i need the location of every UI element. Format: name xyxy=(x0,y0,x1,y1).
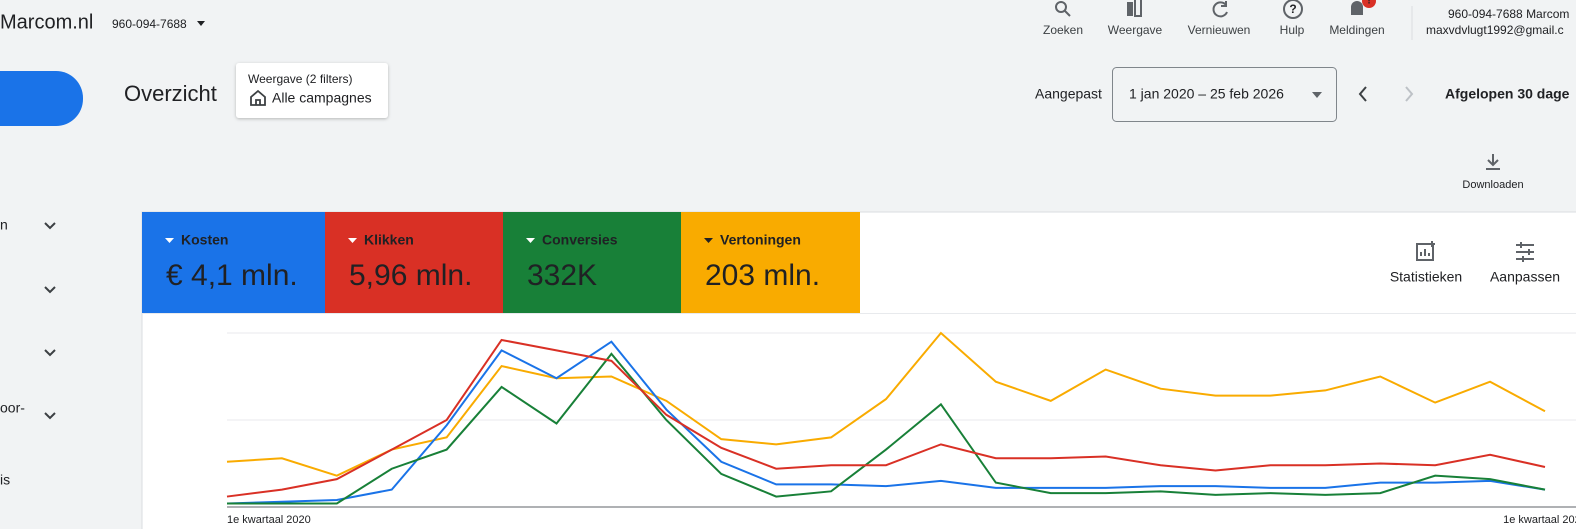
stats-icon[interactable] xyxy=(1416,241,1435,261)
metric-name[interactable]: Kosten xyxy=(181,232,228,248)
home-icon xyxy=(250,89,266,106)
date-range[interactable]: 1 jan 2020 – 25 feb 2026 xyxy=(1129,86,1284,102)
notification-badge: ! xyxy=(1367,0,1370,7)
quick-range[interactable]: Afgelopen 30 dage xyxy=(1445,86,1570,102)
prev-button[interactable] xyxy=(1358,86,1367,102)
help-icon[interactable]: ? xyxy=(1283,0,1303,19)
customize-label[interactable]: Aanpassen xyxy=(1490,269,1560,285)
user-line[interactable]: 960-094-7688 Marcom xyxy=(1448,7,1569,21)
page-title: Overzicht xyxy=(124,81,217,106)
filter-box[interactable] xyxy=(236,63,388,118)
metric-total: 203 mln. xyxy=(705,259,820,292)
date-picker[interactable] xyxy=(1112,67,1337,122)
date-caret[interactable] xyxy=(1312,92,1322,98)
filter-value[interactable]: Alle campagnes xyxy=(272,90,372,106)
view-icon[interactable] xyxy=(1127,0,1142,17)
metric-caret[interactable] xyxy=(704,238,713,243)
customize-icon[interactable] xyxy=(1516,242,1534,262)
sidebar-item[interactable]: oor- xyxy=(0,400,25,416)
sidebar-item[interactable]: is xyxy=(0,472,10,488)
download-icon[interactable] xyxy=(1486,154,1500,170)
metric-tile[interactable] xyxy=(681,212,860,313)
metric-name[interactable]: Conversies xyxy=(542,232,618,248)
download-label[interactable]: Downloaden xyxy=(1462,179,1523,191)
metric-tile[interactable] xyxy=(503,212,681,313)
metric-total: 332K xyxy=(527,259,597,292)
next-button[interactable] xyxy=(1405,86,1414,102)
sidebar-chevrons[interactable] xyxy=(44,222,56,420)
metric-caret[interactable] xyxy=(526,238,535,243)
x-tick-label: 1e kwartaal 2020 xyxy=(227,514,311,526)
account-id[interactable]: 960-094-7688 xyxy=(112,17,187,31)
create-button[interactable] xyxy=(0,71,83,126)
refresh-icon[interactable] xyxy=(1212,1,1228,18)
filter-caption: Weergave (2 filters) xyxy=(248,72,352,86)
series-line xyxy=(226,340,1546,505)
account-name[interactable]: Marcom.nl xyxy=(0,11,93,33)
bell-icon[interactable]: ! xyxy=(1351,0,1376,15)
nav-label[interactable]: Vernieuwen xyxy=(1188,23,1251,37)
date-mode: Aangepast xyxy=(1035,86,1102,102)
nav-label[interactable]: Zoeken xyxy=(1043,23,1083,37)
metric-total: € 4,1 mln. xyxy=(166,259,298,292)
sidebar-item[interactable]: n xyxy=(0,217,8,233)
search-icon[interactable] xyxy=(1055,1,1071,17)
nav-label[interactable]: Weergave xyxy=(1108,23,1163,37)
metric-tile[interactable] xyxy=(142,212,325,313)
stats-label[interactable]: Statistieken xyxy=(1390,269,1462,285)
series-line xyxy=(227,352,1546,505)
metric-name[interactable]: Klikken xyxy=(364,232,414,248)
user-email[interactable]: maxvdvlugt1992@gmail.c xyxy=(1426,23,1564,37)
metric-caret[interactable] xyxy=(165,238,174,243)
nav-label[interactable]: Hulp xyxy=(1280,23,1305,37)
series-line xyxy=(226,338,1546,498)
svg-text:?: ? xyxy=(1289,2,1296,16)
series-line xyxy=(226,331,1546,477)
account-caret[interactable] xyxy=(197,21,205,26)
x-tick-label: 1e kwartaal 2026 xyxy=(1503,514,1576,526)
metric-tile[interactable] xyxy=(325,212,503,313)
metric-total: 5,96 mln. xyxy=(349,259,472,292)
metric-caret[interactable] xyxy=(348,238,357,243)
metric-name[interactable]: Vertoningen xyxy=(720,232,801,248)
nav-label[interactable]: Meldingen xyxy=(1329,23,1384,37)
